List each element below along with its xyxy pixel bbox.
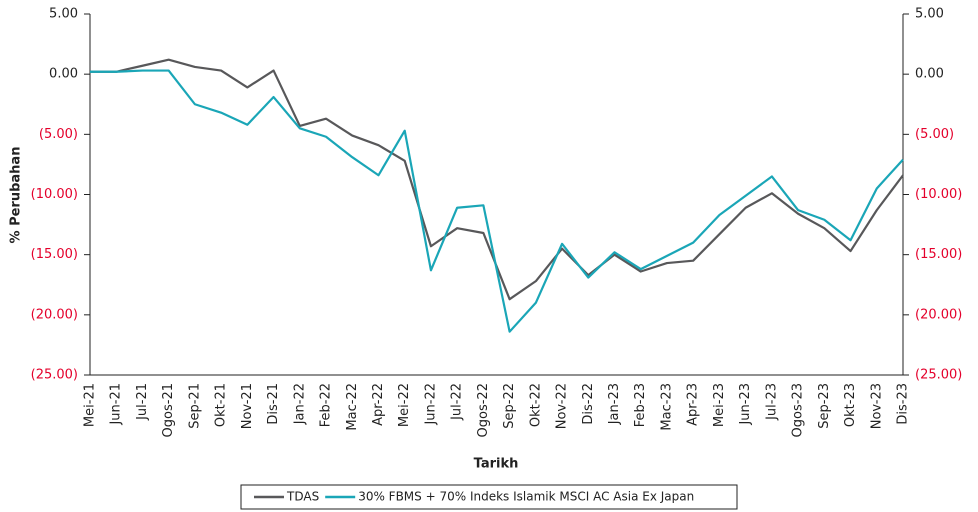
y-tick-label: 5.00 — [49, 7, 78, 22]
x-tick-label: Apr-23 — [686, 383, 701, 426]
y2-tick-label: 0.00 — [915, 67, 944, 82]
y2-tick-label: 5.00 — [915, 7, 944, 22]
x-axis-label: Tarikh — [474, 457, 519, 472]
x-tick-label: Okt-23 — [843, 383, 858, 427]
x-tick-label: Mei-23 — [712, 383, 727, 427]
x-tick-label: Mac-22 — [345, 383, 360, 431]
x-tick-label: Dis-21 — [266, 383, 281, 425]
x-tick-label: Ogos-22 — [476, 383, 491, 437]
x-tick-label: Nov-22 — [555, 383, 570, 429]
legend-box — [240, 484, 738, 510]
x-tick-label: Sep-21 — [187, 383, 202, 429]
x-tick-label: Okt-21 — [214, 383, 229, 427]
y-tick-label: 0.00 — [49, 67, 78, 82]
y2-tick-label: (25.00) — [915, 368, 962, 383]
y-tick-label: (25.00) — [31, 368, 78, 383]
x-tick-label: Mac-23 — [659, 383, 674, 431]
x-tick-label: Dis-22 — [581, 383, 596, 425]
x-tick-label: Feb-23 — [633, 383, 648, 427]
y2-tick-label: (15.00) — [915, 247, 962, 262]
x-tick-label: Jul-22 — [450, 383, 465, 421]
y-axis-label: % Perubahan — [9, 147, 24, 244]
x-tick-label: Jan-22 — [292, 383, 307, 425]
x-tick-label: Sep-23 — [817, 383, 832, 429]
y2-tick-label: (10.00) — [915, 187, 962, 202]
x-tick-label: Jan-23 — [607, 383, 622, 425]
x-tick-label: Jun-22 — [423, 383, 438, 426]
x-tick-label: Jul-23 — [764, 383, 779, 421]
x-tick-label: Apr-22 — [371, 383, 386, 426]
x-tick-label: Jul-21 — [135, 383, 150, 421]
x-tick-label: Okt-22 — [528, 383, 543, 427]
x-tick-label: Ogos-21 — [161, 383, 176, 437]
x-tick-label: Ogos-23 — [791, 383, 806, 437]
y-tick-label: (5.00) — [39, 127, 78, 142]
y2-tick-label: (20.00) — [915, 307, 962, 322]
x-tick-label: Jun-21 — [109, 383, 124, 426]
legend-label: 30% FBMS + 70% Indeks Islamik MSCI AC As… — [358, 490, 694, 504]
x-tick-label: Mei-21 — [83, 383, 98, 427]
series-line — [90, 69, 904, 333]
y-tick-label: (20.00) — [31, 307, 78, 322]
x-tick-label: Mei-22 — [397, 383, 412, 427]
x-tick-label: Sep-22 — [502, 383, 517, 429]
x-tick-label: Jun-23 — [738, 383, 753, 426]
x-tick-label: Nov-23 — [869, 383, 884, 429]
y2-tick-label: (5.00) — [915, 127, 954, 142]
x-tick-label: Dis-23 — [896, 383, 911, 425]
y-tick-label: (10.00) — [31, 187, 78, 202]
x-tick-label: Nov-21 — [240, 383, 255, 429]
x-tick-label: Feb-22 — [319, 383, 334, 427]
legend-label: TDAS — [286, 490, 319, 504]
y-tick-label: (15.00) — [31, 247, 78, 262]
